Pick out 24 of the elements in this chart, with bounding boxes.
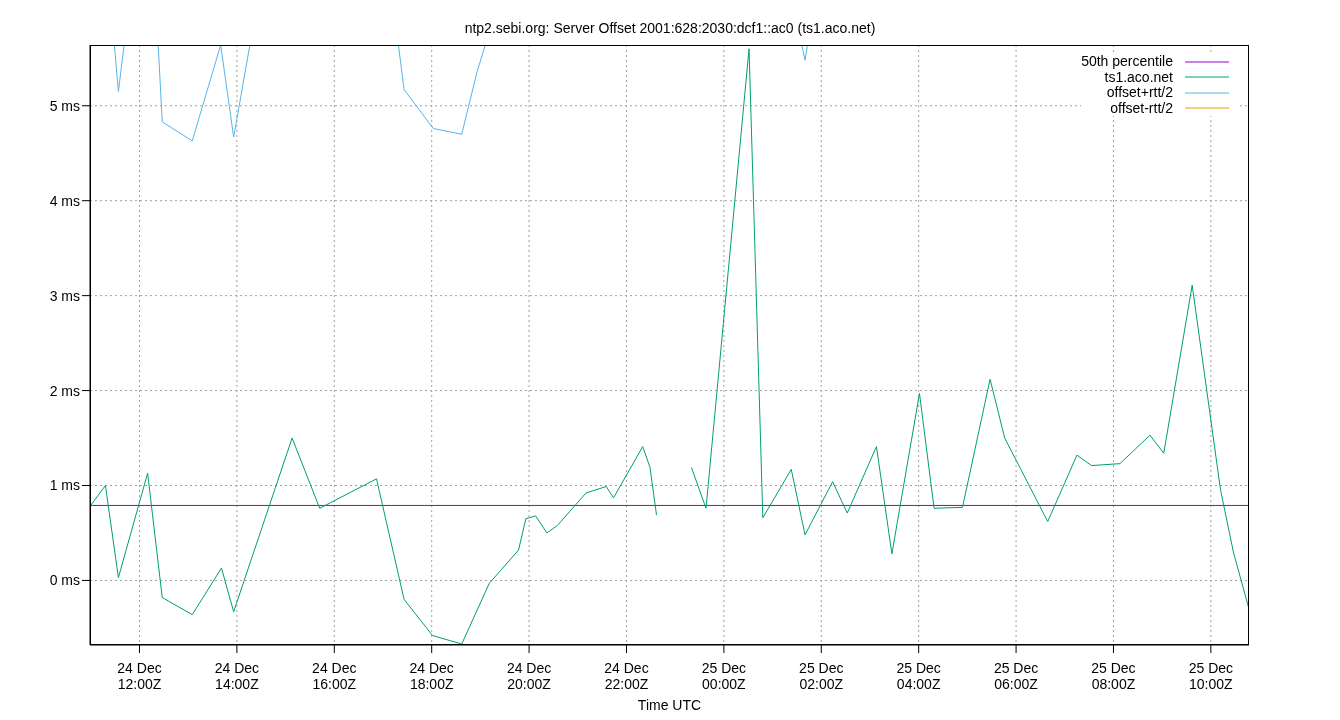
x-tick-label: 25 Dec 04:00Z — [896, 660, 941, 693]
x-tick-label: 25 Dec 10:00Z — [1188, 660, 1234, 693]
legend-label: 50th percentile — [1081, 53, 1173, 70]
x-axis-title: Time UTC — [637, 697, 702, 713]
y-tick-label: 5 ms — [49, 97, 80, 114]
x-tick-label: 25 Dec 00:00Z — [701, 660, 747, 693]
legend-label: offset+rtt/2 — [1106, 84, 1173, 101]
x-tick-label: 25 Dec 08:00Z — [1091, 660, 1136, 693]
x-tick-label: 25 Dec 06:00Z — [993, 660, 1039, 693]
legend-label: ts1.aco.net — [1104, 68, 1173, 85]
y-tick-label: 1 ms — [49, 477, 80, 494]
x-tick-label: 24 Dec 14:00Z — [214, 660, 260, 693]
legend-label: offset-rtt/2 — [1110, 99, 1173, 116]
x-tick-label: 24 Dec 18:00Z — [409, 660, 454, 693]
y-tick-label: 0 ms — [49, 572, 80, 589]
y-tick-label: 2 ms — [49, 382, 80, 399]
x-tick-label: 24 Dec 22:00Z — [604, 660, 649, 693]
chart-title: ntp2.sebi.org: Server Offset 2001:628:2030:dcf1::ac0 (ts1.aco.net) — [463, 20, 877, 36]
x-tick-label: 24 Dec 20:00Z — [506, 660, 552, 693]
y-tick-label: 3 ms — [49, 287, 80, 304]
x-tick-label: 25 Dec 02:00Z — [799, 660, 844, 693]
x-tick-label: 24 Dec 16:00Z — [312, 660, 357, 693]
y-tick-label: 4 ms — [49, 192, 80, 209]
x-tick-label: 24 Dec 12:00Z — [117, 660, 162, 693]
